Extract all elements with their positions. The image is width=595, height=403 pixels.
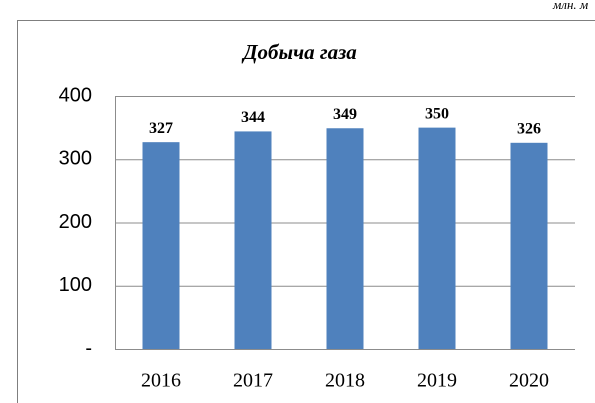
bar [234,131,272,349]
x-tick-label: 2020 [509,370,549,392]
y-tick-label: 400 [59,84,92,106]
y-tick-label: - [85,337,92,359]
unit-label: млн. м [552,0,588,12]
chart-title: Добыча газа [241,40,357,64]
x-tick-label: 2017 [233,370,273,392]
bar [326,128,364,349]
bar [142,142,180,349]
value-label: 326 [517,120,541,137]
y-tick-label: 100 [59,274,92,296]
y-tick-label: 200 [59,211,92,233]
x-tick-label: 2016 [141,370,181,392]
y-tick-label: 300 [59,148,92,170]
x-tick-label: 2019 [417,370,457,392]
bar [510,142,548,349]
value-label: 349 [333,106,357,123]
x-tick-label: 2018 [325,370,365,392]
value-label: 327 [149,120,173,137]
bar [418,127,456,349]
chart-border [17,20,595,403]
value-label: 344 [241,109,265,126]
value-label: 350 [425,105,449,122]
